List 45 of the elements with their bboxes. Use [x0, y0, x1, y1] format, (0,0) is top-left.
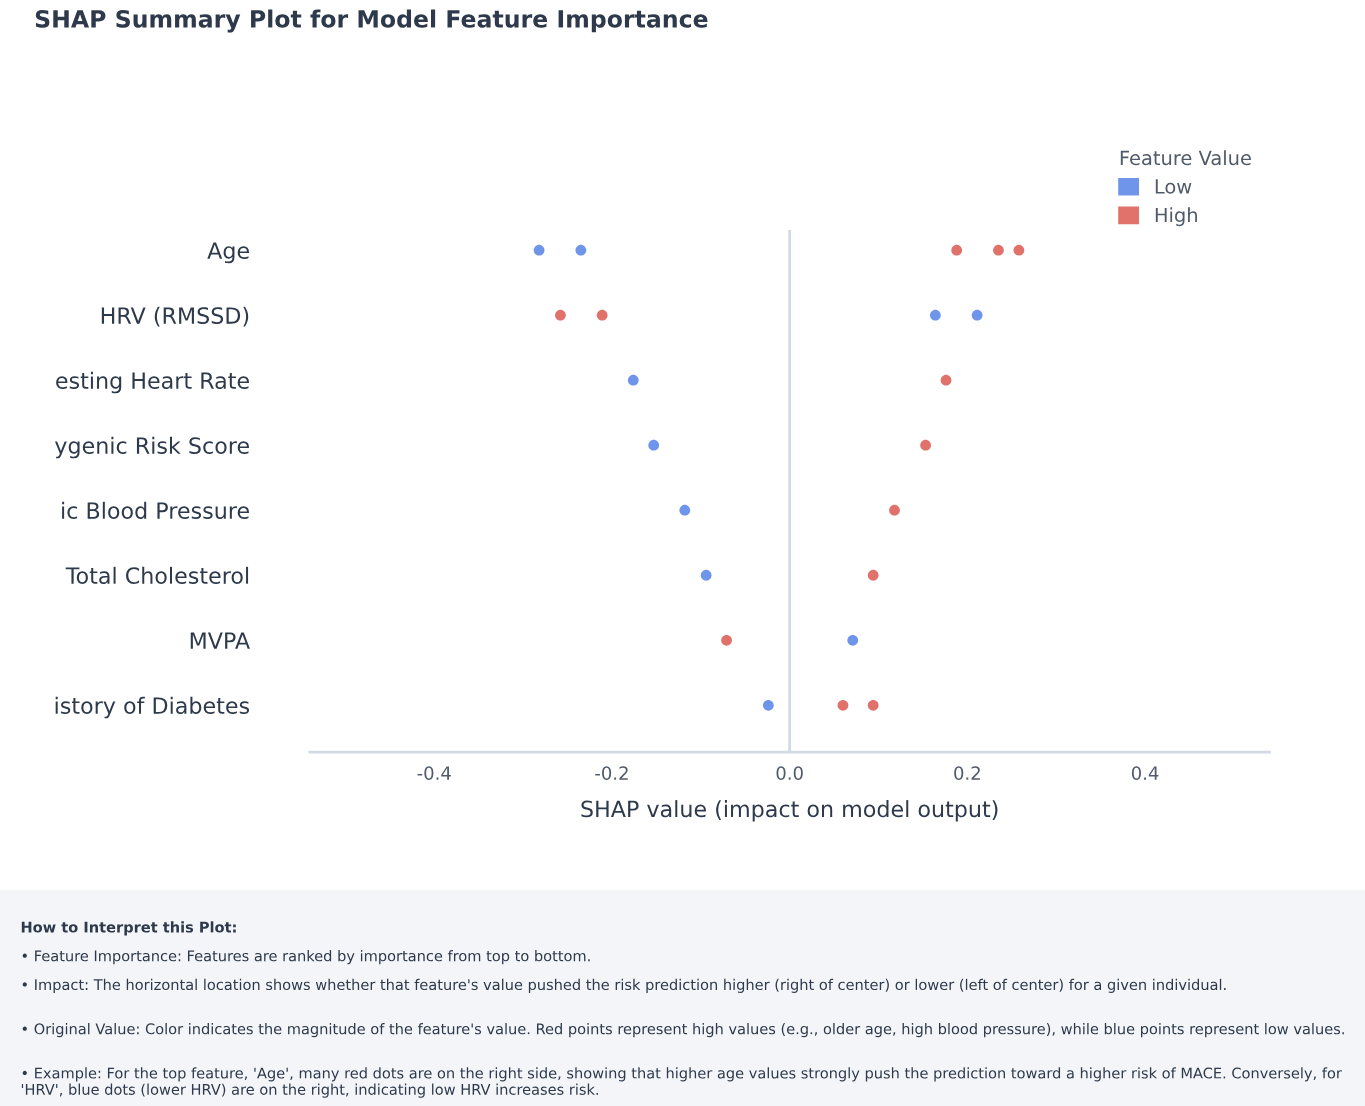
y-tick-label: Age [207, 242, 249, 264]
point [762, 699, 774, 711]
y-tick-label: esting Heart Rate [56, 371, 249, 394]
point [700, 569, 712, 581]
x-tick-label: 0.2 [954, 766, 980, 780]
x-tick-label: 0.0 [776, 766, 803, 780]
y-tick-label: ic Blood Pressure [62, 501, 249, 519]
point [1013, 244, 1025, 256]
y-tick-label: ygenic Risk Score [54, 436, 249, 459]
legend-title: Feature Value [1120, 150, 1251, 166]
point [721, 634, 732, 646]
point [533, 244, 545, 256]
point [889, 504, 900, 516]
legend-label: High [1155, 207, 1197, 227]
x-tick-label: -0.4 [417, 766, 451, 780]
point [627, 374, 639, 386]
point [940, 374, 952, 386]
point [847, 634, 859, 646]
point [951, 244, 963, 256]
text: • Feature Importance: Features are ranked by importance from top to bottom. [22, 950, 590, 965]
legend-label: Low [1155, 179, 1192, 194]
text: • Impact: The horizontal location shows whether that feature's value pushed the risk prediction higher (right of center) or lower (left of center) for a given individual. [22, 978, 1226, 993]
y-tick-label: HRV (RMSSD) [101, 306, 249, 327]
y-tick-label: MVPA [190, 632, 250, 649]
text: • Original Value: Color indicates the magnitude of the feature's value. Red points represent high values (e.g., older age, high blood pressure), while blue points represent low values. [22, 1023, 1344, 1038]
point [920, 439, 931, 451]
point [596, 309, 608, 321]
point [679, 504, 691, 516]
x-tick-label: -0.2 [595, 766, 628, 780]
point [648, 439, 660, 451]
x-axis-title: SHAP value (impact on model output) [581, 800, 998, 822]
point [867, 699, 879, 711]
point [971, 309, 983, 321]
point [929, 309, 941, 321]
text: • Example: For the top feature, 'Age', many red dots are on the right side, showing that higher age values strongly push the prediction toward a higher risk of MACE. Conversely, for 'HRV', blue dots (lower HRV) are on the right, indicating low HRV increases risk. [21, 1067, 1342, 1098]
point [867, 569, 879, 581]
chart-title: SHAP Summary Plot for Model Feature Importance [35, 9, 708, 33]
point [555, 309, 566, 321]
text: How to Interpret this Plot: [21, 921, 236, 936]
point [993, 244, 1004, 256]
y-tick-label: istory of Diabetes [55, 696, 250, 719]
x-tick-label: 0.4 [1131, 766, 1159, 780]
point [575, 244, 587, 256]
point [837, 699, 849, 711]
y-tick-label: Total Cholesterol [65, 566, 249, 585]
